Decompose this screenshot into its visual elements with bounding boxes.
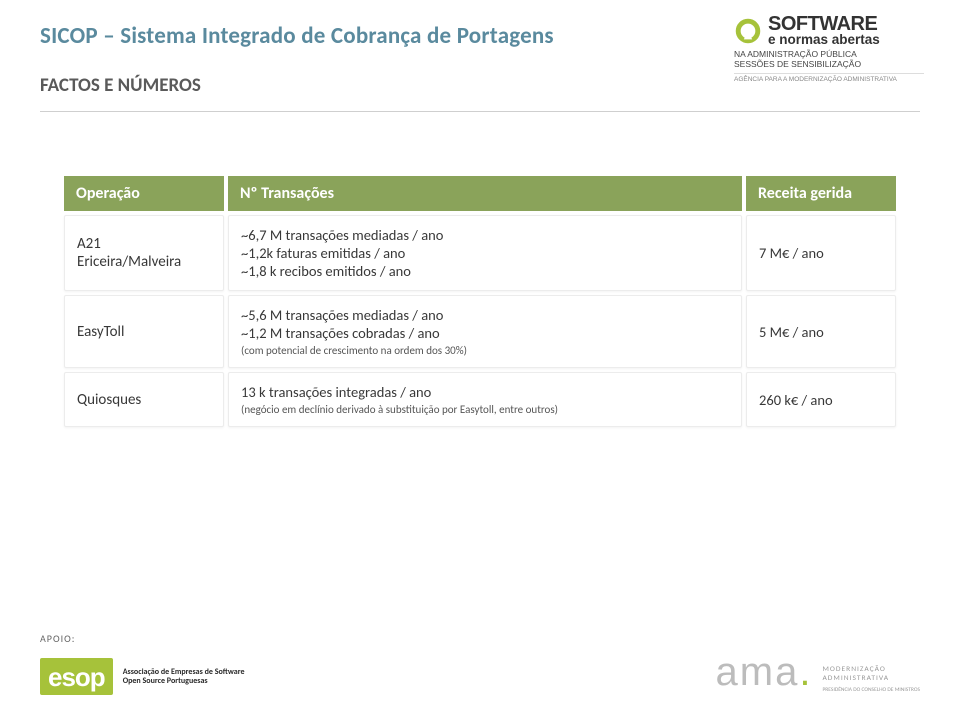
data-table: Operação Nº Transações Receita gerida A2…	[60, 172, 900, 431]
table-row: A21 Ericeira/Malveira ~6,7 M transações …	[64, 215, 896, 291]
cell-transacoes: ~5,6 M transações mediadas / ano ~1,2 M …	[228, 295, 742, 368]
esop-mark: esop	[40, 658, 113, 695]
esop-desc-line: Open Source Portuguesas	[123, 677, 245, 686]
software-logo-agency: AGÊNCIA PARA A MODERNIZAÇÃO ADMINISTRATI…	[734, 73, 924, 83]
footer: APOIO: esop Associação de Empresas de So…	[0, 619, 960, 707]
ama-desc-line: ADMINISTRATIVA	[822, 674, 920, 683]
cell-receita: 7 M€ / ano	[746, 215, 896, 291]
software-logo: SOFTWARE e normas abertas NA ADMINISTRAÇ…	[734, 14, 924, 83]
ama-desc-line: PRESIDÊNCIA DO CONSELHO DE MINISTROS	[822, 686, 920, 695]
esop-desc: Associação de Empresas de Software Open …	[123, 668, 245, 686]
cell-line: 13 k transações integradas / ano	[241, 383, 431, 401]
col-header-operacao: Operação	[64, 176, 224, 211]
cell-line: Ericeira/Malveira	[77, 253, 181, 271]
ama-word: ama.	[716, 650, 813, 695]
cell-line: ~1,2k faturas emitidas / ano	[241, 244, 405, 262]
cell-line: ~6,7 M transações mediadas / ano	[241, 226, 443, 244]
cell-line: ~5,6 M transações mediadas / ano	[241, 306, 443, 324]
cell-operacao: Quiosques	[64, 372, 224, 427]
cell-operacao: A21 Ericeira/Malveira	[64, 215, 224, 291]
cell-line: ~1,8 k recibos emitidos / ano	[241, 262, 411, 280]
cell-note: (com potencial de crescimento na ordem d…	[241, 344, 729, 357]
software-logo-line4: SESSÕES DE SENSIBILIZAÇÃO	[734, 59, 924, 69]
cell-receita: 5 M€ / ano	[746, 295, 896, 368]
table-row: EasyToll ~5,6 M transações mediadas / an…	[64, 295, 896, 368]
apoio-label: APOIO:	[40, 632, 75, 645]
ama-logo: ama. MODERNIZAÇÃO ADMINISTRATIVA PRESIDÊ…	[716, 650, 920, 695]
col-header-receita: Receita gerida	[746, 176, 896, 211]
esop-logo: esop Associação de Empresas de Software …	[40, 658, 245, 695]
ama-letters: ama	[716, 650, 800, 695]
cell-transacoes: ~6,7 M transações mediadas / ano ~1,2k f…	[228, 215, 742, 291]
col-header-transacoes: Nº Transações	[228, 176, 742, 211]
table-row: Quiosques 13 k transações integradas / a…	[64, 372, 896, 427]
cell-line: ~1,2 M transações cobradas / ano	[241, 324, 440, 342]
software-logo-line2: e normas abertas	[768, 33, 880, 47]
software-logo-word: SOFTWARE	[768, 14, 880, 34]
divider	[40, 111, 920, 112]
software-logo-line3: NA ADMINISTRAÇÃO PÚBLICA	[734, 49, 924, 59]
cell-transacoes: 13 k transações integradas / ano (negóci…	[228, 372, 742, 427]
ama-dot-icon: .	[799, 650, 812, 695]
ama-desc-line: MODERNIZAÇÃO	[822, 665, 920, 674]
cell-note: (negócio em declínio derivado à substitu…	[241, 403, 729, 416]
cell-line: A21	[77, 235, 101, 253]
table-header-row: Operação Nº Transações Receita gerida	[64, 176, 896, 211]
software-logo-brand: SOFTWARE e normas abertas	[734, 14, 924, 47]
cell-receita: 260 k€ / ano	[746, 372, 896, 427]
slide: SICOP – Sistema Integrado de Cobrança de…	[0, 0, 960, 707]
open-source-icon	[734, 17, 762, 45]
ama-desc: MODERNIZAÇÃO ADMINISTRATIVA PRESIDÊNCIA …	[822, 665, 920, 695]
cell-operacao: EasyToll	[64, 295, 224, 368]
esop-text: esop	[48, 662, 105, 692]
